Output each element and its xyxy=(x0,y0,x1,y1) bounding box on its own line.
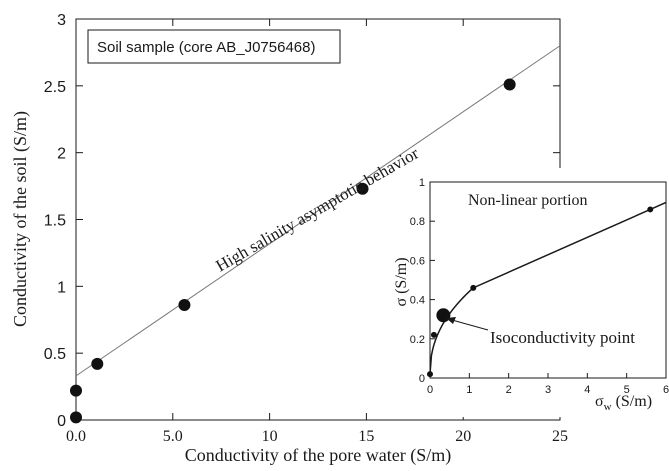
x-tick-label: 5.0 xyxy=(163,428,183,445)
data-point xyxy=(503,78,516,91)
y-tick-label: 0.5 xyxy=(44,346,66,363)
inset-data-point xyxy=(647,206,654,213)
y-tick-label: 2 xyxy=(57,146,66,163)
inset-x-tick-label: 0 xyxy=(427,384,433,396)
y-axis-label: Conductivity of the soil (S/m) xyxy=(10,111,31,327)
y-tick-label: 1.5 xyxy=(44,213,66,230)
inset-data-point xyxy=(430,331,437,338)
inset-x-tick-label: 5 xyxy=(624,384,630,396)
x-tick-label: 0.0 xyxy=(66,428,86,445)
inset-y-tick-label: 1 xyxy=(419,177,425,189)
inset-data-point xyxy=(470,284,477,291)
x-tick-label: 10 xyxy=(262,428,278,445)
inset-x-tick-label: 6 xyxy=(663,384,669,396)
data-point xyxy=(178,299,191,312)
y-tick-label: 2.5 xyxy=(44,79,66,96)
main-points xyxy=(70,78,516,424)
x-tick-label: 15 xyxy=(358,428,374,445)
x-axis-label: Conductivity of the pore water (S/m) xyxy=(185,445,451,466)
isoconductivity-arrow-head xyxy=(446,317,456,324)
y-tick-label: 0 xyxy=(57,413,66,430)
isoconductivity-arrow-line xyxy=(451,319,489,331)
annotation-box-frame xyxy=(87,29,341,64)
inset-chart: 0 1 2 3 4 5 6 0 0.2 0.4 0.6 0.8 1 Non-linear portion… xyxy=(393,168,669,417)
inset-y-tick-label: 0.8 xyxy=(410,216,425,228)
annotation-box: Soil sample (core AB_J0756468) xyxy=(97,39,315,56)
inset-x-tick-label: 3 xyxy=(545,384,551,396)
inset-y-tick-label: 0.6 xyxy=(410,255,425,267)
inset-x-tick-label: 1 xyxy=(466,384,472,396)
inset-x-tick-label: 4 xyxy=(584,384,590,396)
isoconductivity-label: Isoconductivity point xyxy=(490,328,635,347)
inset-points xyxy=(427,206,654,378)
inset-y-tick-label: 0.4 xyxy=(410,295,425,307)
x-tick-label: 20 xyxy=(455,428,471,445)
data-point xyxy=(70,384,82,397)
inset-ticks: 0 1 2 3 4 5 6 0 0.2 0.4 0.6 0.8 1 xyxy=(410,177,669,396)
inset-x-tick-label: 2 xyxy=(506,384,512,396)
inset-y-tick-label: 0 xyxy=(419,373,425,385)
inset-y-tick-label: 0.2 xyxy=(410,334,425,346)
isoconductivity-point xyxy=(436,308,451,323)
inset-data-point xyxy=(427,371,433,378)
y-tick-label: 3 xyxy=(57,12,66,29)
inset-background xyxy=(395,168,669,417)
data-point xyxy=(356,182,369,195)
inset-title: Non-linear portion xyxy=(468,192,588,209)
inset-curve xyxy=(429,201,667,375)
fit-label: High salinity asymptotic behavior xyxy=(213,143,423,275)
x-tick-label: 25 xyxy=(552,428,568,445)
data-point xyxy=(91,357,104,370)
fit-line xyxy=(75,45,561,377)
y-tick-label: 1 xyxy=(57,279,66,296)
inset-y-axis-label: σ (S/m) xyxy=(393,257,410,306)
data-point xyxy=(70,411,82,424)
